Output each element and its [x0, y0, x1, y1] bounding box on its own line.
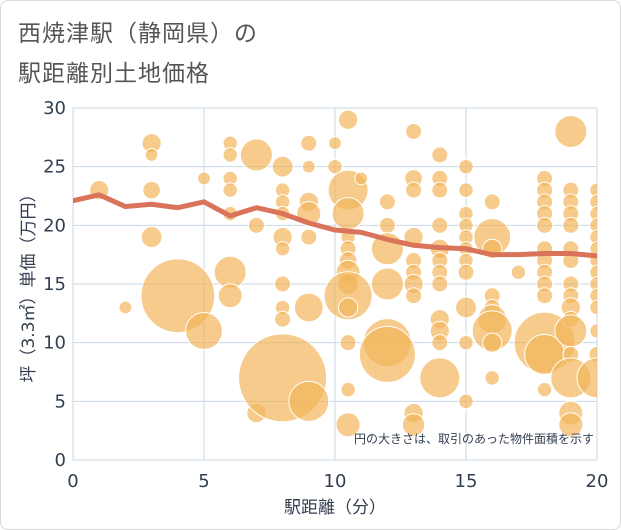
- data-bubble: [483, 193, 501, 211]
- data-bubble: [589, 299, 597, 316]
- data-bubble: [118, 300, 133, 315]
- data-bubble: [510, 264, 527, 280]
- data-bubble: [431, 275, 449, 293]
- size-annotation: 円の大きさは、取引のあった物件面積を示す: [354, 431, 594, 446]
- x-tick-label: 0: [67, 471, 78, 492]
- data-bubble: [419, 357, 461, 399]
- data-bubble: [378, 216, 396, 234]
- data-bubble: [217, 283, 243, 309]
- trend-line: [73, 192, 597, 259]
- data-bubble: [457, 263, 475, 281]
- data-bubble: [140, 226, 163, 248]
- data-bubble: [339, 334, 357, 352]
- data-bubble: [558, 412, 584, 438]
- data-bubble: [458, 182, 474, 198]
- data-bubble: [300, 228, 318, 246]
- data-bubble: [301, 159, 316, 174]
- data-bubble: [562, 216, 580, 234]
- y-tick-label: 10: [43, 333, 66, 354]
- data-bubble: [405, 122, 423, 140]
- data-bubble: [431, 146, 449, 164]
- data-bubble: [142, 180, 161, 200]
- y-tick-label: 0: [55, 450, 66, 471]
- data-bubble: [536, 216, 554, 234]
- y-tick-label: 20: [43, 215, 66, 236]
- data-bubble: [458, 334, 474, 351]
- data-bubble: [358, 325, 416, 383]
- data-bubble: [431, 216, 449, 234]
- data-bubble: [222, 182, 238, 198]
- data-bubble: [293, 292, 324, 323]
- data-bubble: [144, 148, 159, 162]
- y-tick-label: 15: [43, 274, 66, 295]
- tick-labels: 0 5 10 15 20 0 5 10 15 20 25 30: [43, 98, 608, 492]
- x-axis-label: 駅距離（分）: [284, 498, 386, 518]
- data-bubble: [340, 381, 356, 398]
- data-bubble: [274, 241, 291, 257]
- data-bubble: [405, 287, 423, 305]
- chart-title-line1: 西焼津駅（静岡県）の: [18, 21, 258, 47]
- data-bubble: [331, 197, 365, 231]
- data-bubble: [431, 334, 449, 352]
- data-bubble: [185, 312, 223, 350]
- bubble-layer: [89, 109, 597, 438]
- data-bubble: [431, 181, 449, 199]
- data-bubble: [274, 275, 292, 293]
- data-bubble: [300, 134, 318, 152]
- y-axis-label: 坪（3.3㎡）単価（万円）: [19, 185, 39, 382]
- data-bubble: [288, 380, 330, 422]
- x-tick-label: 5: [198, 471, 209, 492]
- data-bubble: [554, 114, 588, 148]
- data-bubble: [354, 171, 369, 186]
- data-bubble: [239, 138, 273, 172]
- data-bubble: [327, 158, 343, 175]
- data-bubble: [536, 287, 554, 305]
- data-bubble: [338, 297, 359, 318]
- y-tick-label: 30: [43, 98, 66, 119]
- y-tick-label: 25: [43, 157, 66, 178]
- data-bubble: [323, 271, 373, 321]
- data-bubble: [455, 296, 477, 319]
- trend-layer: [73, 192, 597, 259]
- data-bubble: [401, 413, 426, 437]
- data-bubble: [271, 155, 294, 178]
- data-bubble: [274, 310, 292, 328]
- data-bubble: [554, 314, 588, 348]
- data-bubble: [370, 267, 404, 301]
- data-bubble: [405, 181, 423, 199]
- data-bubble: [335, 412, 361, 438]
- data-bubble: [247, 216, 265, 234]
- x-tick-label: 10: [324, 471, 347, 492]
- x-tick-label: 20: [586, 471, 609, 492]
- data-bubble: [222, 147, 238, 163]
- data-bubble: [338, 109, 359, 130]
- data-bubble: [328, 136, 342, 151]
- data-bubble: [482, 332, 503, 353]
- data-bubble: [197, 171, 211, 186]
- chart-title-line2: 駅距離別土地価格: [18, 61, 210, 87]
- data-bubble: [458, 158, 474, 175]
- data-bubble: [458, 393, 474, 410]
- data-bubble: [589, 323, 597, 339]
- y-tick-label: 5: [55, 391, 66, 412]
- data-bubble: [378, 193, 396, 211]
- data-bubble: [484, 370, 500, 386]
- data-bubble: [536, 381, 553, 398]
- x-tick-label: 15: [455, 471, 478, 492]
- data-bubble: [576, 357, 597, 399]
